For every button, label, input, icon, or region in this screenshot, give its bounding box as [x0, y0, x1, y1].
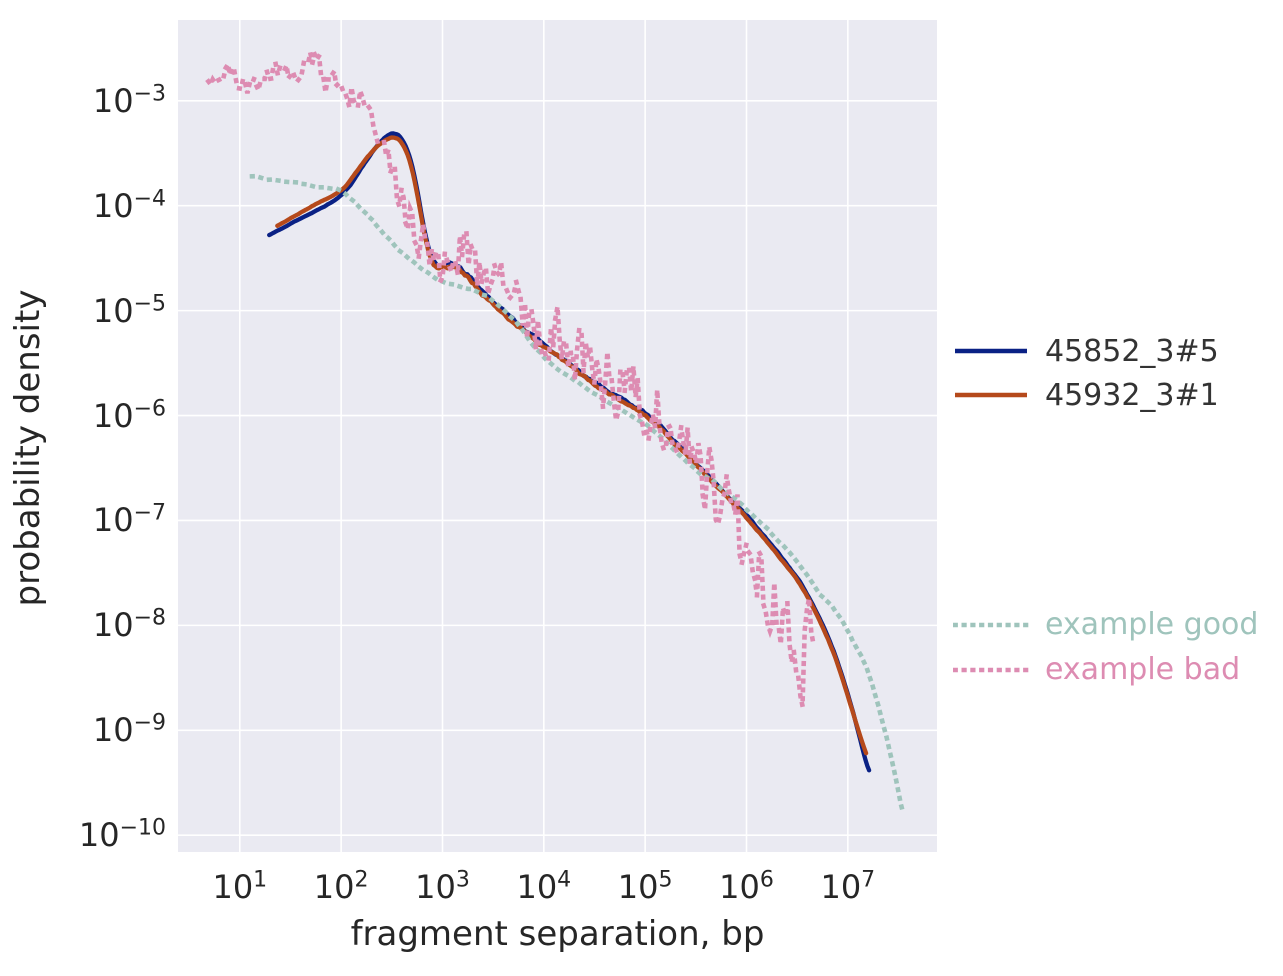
x-tick-label: 105 — [617, 867, 673, 906]
x-tick-label: 103 — [415, 867, 470, 906]
y-tick-label: 10−5 — [92, 290, 166, 330]
legend-item-45932-3-1: 45932_3#1 — [953, 373, 1219, 417]
legend-item-example-bad: example bad — [953, 647, 1258, 692]
x-tick-label: 101 — [212, 867, 268, 906]
plot-background — [178, 20, 937, 852]
series-line-example-good — [249, 173, 907, 818]
y-tick-label: 10−6 — [92, 395, 166, 435]
y-tick-label: 10−8 — [92, 605, 166, 645]
x-tick-label: 102 — [313, 867, 369, 906]
legend-line-sample — [955, 348, 1027, 354]
legend-line-sample — [955, 392, 1027, 398]
legend-main: 45852_3#5 45932_3#1 — [953, 329, 1219, 417]
y-tick-label: 10−10 — [78, 815, 166, 855]
legend-label: 45932_3#1 — [1045, 377, 1219, 413]
x-axis-label: fragment separation, bp — [350, 914, 765, 954]
legend-item-45852-3-5: 45852_3#5 — [953, 329, 1219, 373]
y-tick-label: 10−4 — [92, 186, 166, 225]
legend-item-example-good: example good — [953, 602, 1258, 647]
x-tick-label: 107 — [820, 867, 876, 906]
legend-line-sample — [953, 667, 1029, 672]
x-tick-label: 104 — [516, 867, 572, 906]
y-tick-label: 10−7 — [92, 500, 166, 540]
legend-line-sample — [953, 622, 1029, 627]
y-tick-label: 10−9 — [92, 710, 166, 750]
y-tick-label: 10−3 — [92, 81, 166, 120]
series-line-example-bad — [205, 46, 817, 707]
legend-label: 45852_3#5 — [1045, 333, 1219, 369]
legend-examples: example good example bad — [953, 602, 1258, 692]
x-tick-label: 106 — [719, 867, 774, 906]
legend-label: example good — [1045, 607, 1259, 642]
legend-label: example bad — [1045, 652, 1241, 687]
